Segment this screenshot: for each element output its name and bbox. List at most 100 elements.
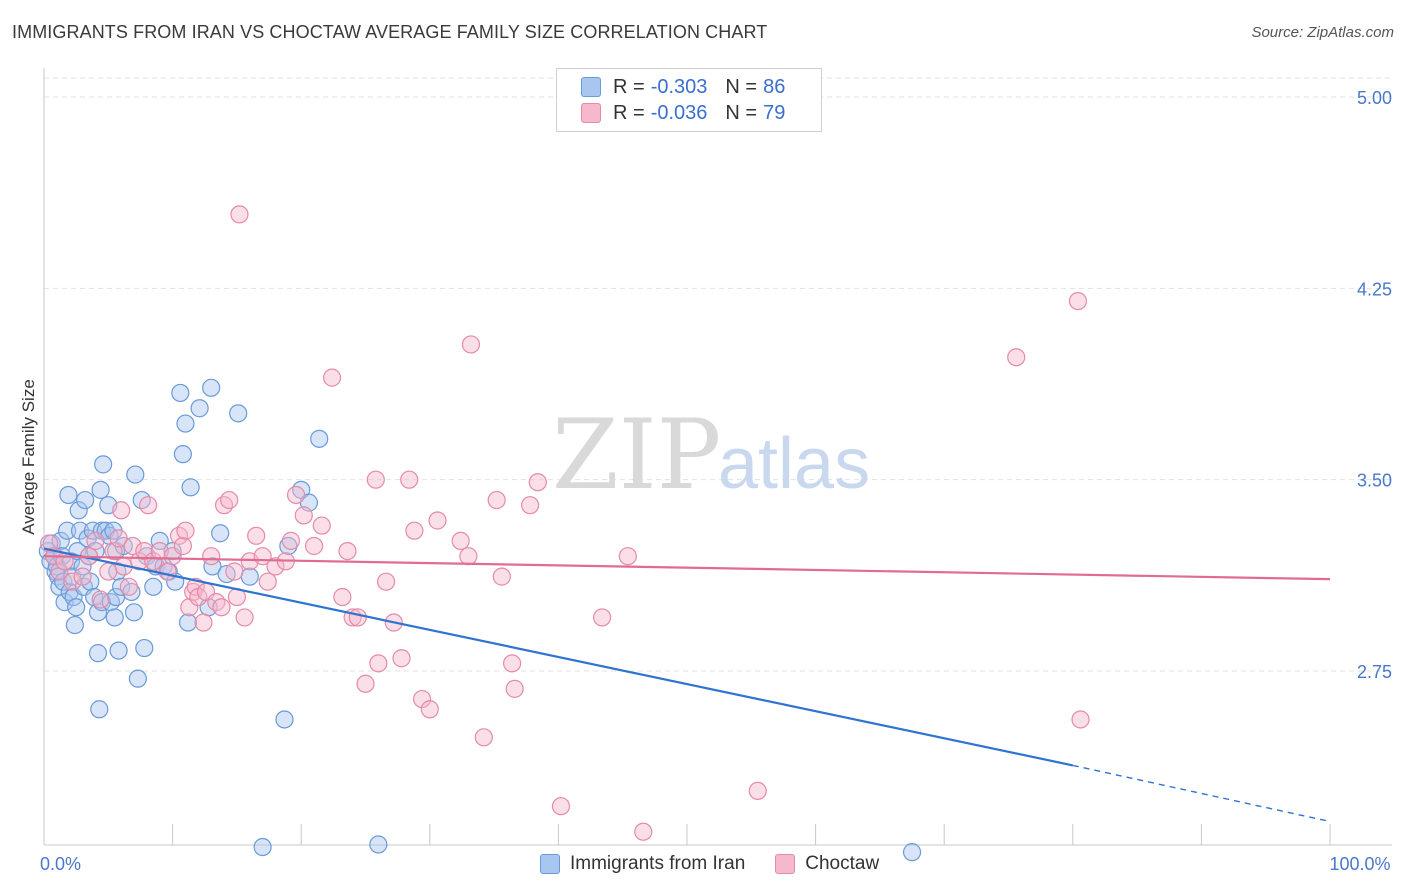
iran-point-54[interactable] [128, 669, 147, 688]
iran-point-77[interactable] [240, 567, 259, 586]
iran-point-74[interactable] [211, 524, 230, 543]
iran-point-18[interactable] [65, 615, 84, 635]
iran-point-19[interactable] [67, 598, 86, 617]
iran-point-35[interactable] [88, 644, 108, 663]
choctaw-point-76[interactable] [521, 496, 540, 515]
iran-point-65[interactable] [171, 383, 190, 403]
choctaw-point-48[interactable] [286, 485, 306, 505]
choctaw-point-3[interactable] [55, 552, 74, 571]
iran-point-25[interactable] [76, 490, 95, 510]
iran-point-56[interactable] [135, 638, 154, 658]
choctaw-point-15[interactable] [123, 536, 142, 556]
iran-point-21[interactable] [69, 501, 88, 520]
choctaw-point-63[interactable] [400, 470, 419, 489]
choctaw-point-37[interactable] [225, 562, 244, 581]
iran-point-68[interactable] [178, 613, 198, 632]
iran-point-8[interactable] [51, 531, 70, 550]
choctaw-point-57[interactable] [356, 674, 375, 693]
choctaw-point-77[interactable] [528, 473, 547, 492]
choctaw-point-79[interactable] [593, 608, 612, 627]
choctaw-point-60[interactable] [376, 572, 396, 591]
choctaw-point-69[interactable] [459, 547, 478, 566]
iran-point-60[interactable] [150, 531, 169, 550]
choctaw-point-83[interactable] [1007, 348, 1026, 367]
iran-point-38[interactable] [94, 455, 113, 474]
choctaw-point-70[interactable] [461, 335, 481, 354]
choctaw-point-80[interactable] [618, 547, 637, 566]
choctaw-point-30[interactable] [194, 613, 213, 632]
choctaw-point-33[interactable] [207, 593, 226, 612]
choctaw-point-62[interactable] [392, 649, 411, 668]
choctaw-point-12[interactable] [112, 501, 131, 520]
choctaw-point-32[interactable] [202, 547, 221, 566]
iran-point-80[interactable] [279, 536, 298, 556]
choctaw-point-11[interactable] [109, 529, 128, 548]
choctaw-point-21[interactable] [158, 562, 177, 581]
choctaw-point-64[interactable] [405, 521, 424, 540]
choctaw-point-42[interactable] [247, 526, 266, 545]
choctaw-point-36[interactable] [220, 490, 239, 510]
choctaw-point-84[interactable] [1068, 291, 1088, 311]
choctaw-point-45[interactable] [266, 557, 285, 576]
choctaw-point-67[interactable] [428, 511, 447, 530]
iran-point-12[interactable] [58, 521, 77, 540]
iran-point-33[interactable] [91, 480, 110, 499]
choctaw-point-9[interactable] [99, 562, 118, 581]
choctaw-point-51[interactable] [312, 516, 331, 535]
iran-point-83[interactable] [310, 429, 329, 448]
choctaw-point-39[interactable] [230, 205, 249, 224]
iran-point-67[interactable] [176, 414, 195, 433]
choctaw-point-49[interactable] [294, 506, 313, 525]
choctaw-point-26[interactable] [180, 598, 199, 617]
choctaw-point-72[interactable] [487, 490, 506, 510]
iran-point-76[interactable] [229, 404, 248, 423]
choctaw-point-40[interactable] [235, 608, 254, 627]
choctaw-point-78[interactable] [551, 797, 571, 816]
choctaw-point-17[interactable] [135, 541, 154, 561]
legend-item-choctaw[interactable]: Choctaw [775, 853, 879, 875]
iran-point-48[interactable] [109, 641, 128, 660]
iran-point-52[interactable] [124, 603, 144, 622]
choctaw-point-68[interactable] [451, 531, 470, 550]
iran-point-72[interactable] [202, 378, 221, 397]
iran-point-79[interactable] [275, 710, 294, 729]
iran-point-63[interactable] [163, 541, 182, 561]
iran-point-22[interactable] [70, 521, 90, 540]
choctaw-point-85[interactable] [1071, 710, 1090, 729]
choctaw-point-58[interactable] [366, 470, 385, 489]
choctaw-point-4[interactable] [63, 572, 82, 591]
choctaw-point-2[interactable] [50, 562, 69, 581]
iran-point-69[interactable] [181, 478, 200, 497]
choctaw-point-56[interactable] [348, 608, 367, 627]
choctaw-point-81[interactable] [634, 822, 653, 841]
choctaw-point-53[interactable] [333, 587, 352, 607]
iran-point-66[interactable] [173, 445, 192, 464]
choctaw-point-65[interactable] [412, 689, 432, 709]
iran-point-44[interactable] [105, 608, 124, 627]
choctaw-point-25[interactable] [176, 521, 195, 540]
choctaw-point-66[interactable] [420, 700, 439, 719]
iran-point-13[interactable] [59, 485, 78, 505]
choctaw-point-14[interactable] [119, 577, 138, 596]
choctaw-point-44[interactable] [258, 572, 277, 591]
iran-point-84[interactable] [369, 835, 388, 854]
choctaw-point-54[interactable] [338, 541, 357, 561]
choctaw-point-47[interactable] [281, 531, 301, 550]
choctaw-point-8[interactable] [91, 590, 110, 609]
choctaw-point-5[interactable] [73, 567, 92, 586]
iran-point-51[interactable] [122, 582, 141, 602]
iran-point-85[interactable] [902, 843, 922, 862]
iran-point-49[interactable] [112, 577, 131, 596]
choctaw-point-35[interactable] [214, 496, 234, 515]
iran-point-78[interactable] [253, 837, 272, 857]
choctaw-point-74[interactable] [503, 654, 522, 673]
choctaw-point-34[interactable] [212, 598, 231, 617]
choctaw-point-27[interactable] [184, 582, 203, 602]
choctaw-point-50[interactable] [304, 536, 324, 556]
iran-point-70[interactable] [190, 399, 209, 418]
iran-point-11[interactable] [55, 593, 74, 612]
choctaw-point-59[interactable] [369, 654, 388, 673]
iran-point-36[interactable] [90, 700, 109, 719]
choctaw-point-7[interactable] [86, 531, 105, 550]
legend-item-iran[interactable]: Immigrants from Iran [540, 853, 745, 875]
